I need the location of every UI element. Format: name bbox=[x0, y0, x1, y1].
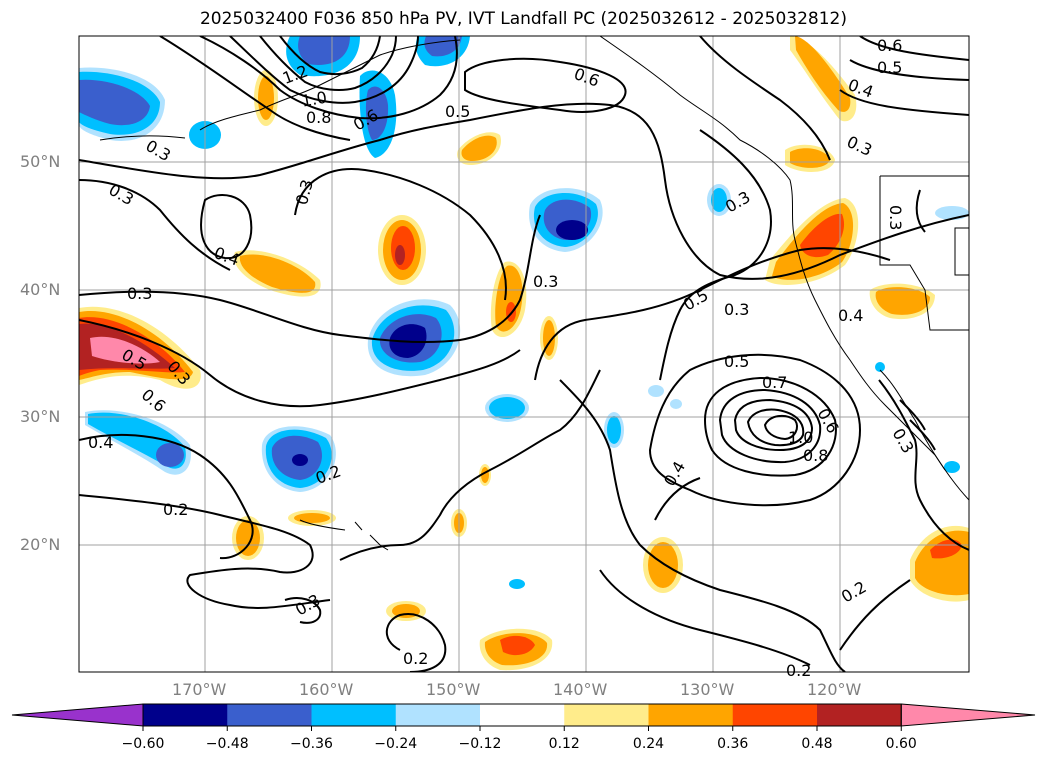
colorbar-tick-label: −0.36 bbox=[290, 736, 333, 752]
contour-label: 0.6 bbox=[877, 36, 903, 55]
lon-label-120w: 120°W bbox=[807, 680, 862, 699]
colorbar-segment bbox=[311, 704, 397, 726]
contour-label: 0.4 bbox=[88, 433, 114, 452]
contour-label: 0.2 bbox=[403, 649, 429, 668]
colorbar-extend-low bbox=[11, 703, 144, 727]
colorbar-tick-label: 0.60 bbox=[885, 736, 917, 752]
colorbar-tick-label: 0.12 bbox=[548, 736, 580, 752]
colorbar-segment bbox=[143, 704, 228, 726]
colorbar-tick-label: 0.48 bbox=[801, 736, 833, 752]
colorbar-tick-label: 0.24 bbox=[632, 736, 665, 752]
lat-label-50n: 50°N bbox=[20, 152, 61, 171]
lat-label-40n: 40°N bbox=[20, 280, 61, 299]
pv-contours bbox=[79, 36, 969, 672]
contour-label: 0.8 bbox=[306, 108, 332, 127]
colorbar-segment bbox=[732, 704, 818, 726]
lat-label-20n: 20°N bbox=[20, 535, 61, 554]
contour-label: 0.2 bbox=[786, 661, 812, 680]
lon-label-150w: 150°W bbox=[426, 680, 481, 699]
colorbar-extend-high bbox=[900, 703, 1036, 727]
colorbar-tick-label: −0.60 bbox=[121, 736, 165, 752]
colorbar-tick-label: −0.24 bbox=[374, 736, 418, 752]
contour-label: 0.8 bbox=[803, 446, 829, 465]
colorbar bbox=[11, 703, 1036, 731]
contour-label: 0.5 bbox=[724, 352, 750, 371]
contour-label: 0.3 bbox=[724, 300, 750, 319]
graticule bbox=[79, 36, 969, 672]
colorbar-segment bbox=[480, 704, 565, 726]
colorbar-segment bbox=[395, 704, 481, 726]
contour-label: 0.7 bbox=[762, 373, 788, 392]
lon-label-170w: 170°W bbox=[172, 680, 227, 699]
contour-label: 0.4 bbox=[838, 306, 864, 325]
colorbar-tick-label: −0.12 bbox=[458, 736, 502, 752]
negative-pv-shading bbox=[79, 36, 969, 589]
figure-title: 2025032400 F036 850 hPa PV, IVT Landfall… bbox=[199, 9, 847, 29]
lat-label-30n: 30°N bbox=[20, 407, 61, 426]
contour-label: 0.5 bbox=[445, 102, 471, 121]
contour-label: 0.5 bbox=[877, 58, 903, 77]
colorbar-segment bbox=[564, 704, 649, 726]
lon-label-130w: 130°W bbox=[680, 680, 735, 699]
contour-label: 0.3 bbox=[127, 284, 153, 303]
lon-label-160w: 160°W bbox=[299, 680, 354, 699]
contour-label: 0.3 bbox=[533, 272, 559, 291]
coastlines bbox=[99, 36, 969, 551]
contour-label: 0.2 bbox=[163, 500, 189, 519]
map-frame bbox=[78, 35, 970, 673]
lon-label-140w: 140°W bbox=[553, 680, 608, 699]
colorbar-tick-label: −0.48 bbox=[205, 736, 249, 752]
colorbar-outline bbox=[142, 703, 902, 727]
colorbar-segment bbox=[648, 704, 734, 726]
contour-label: 0.3 bbox=[886, 205, 905, 231]
colorbar-segment bbox=[817, 704, 902, 726]
contour-label: 1.0 bbox=[788, 428, 814, 447]
map-content bbox=[79, 36, 969, 672]
colorbar-segment bbox=[227, 704, 312, 726]
colorbar-tick-label: 0.36 bbox=[717, 736, 749, 752]
